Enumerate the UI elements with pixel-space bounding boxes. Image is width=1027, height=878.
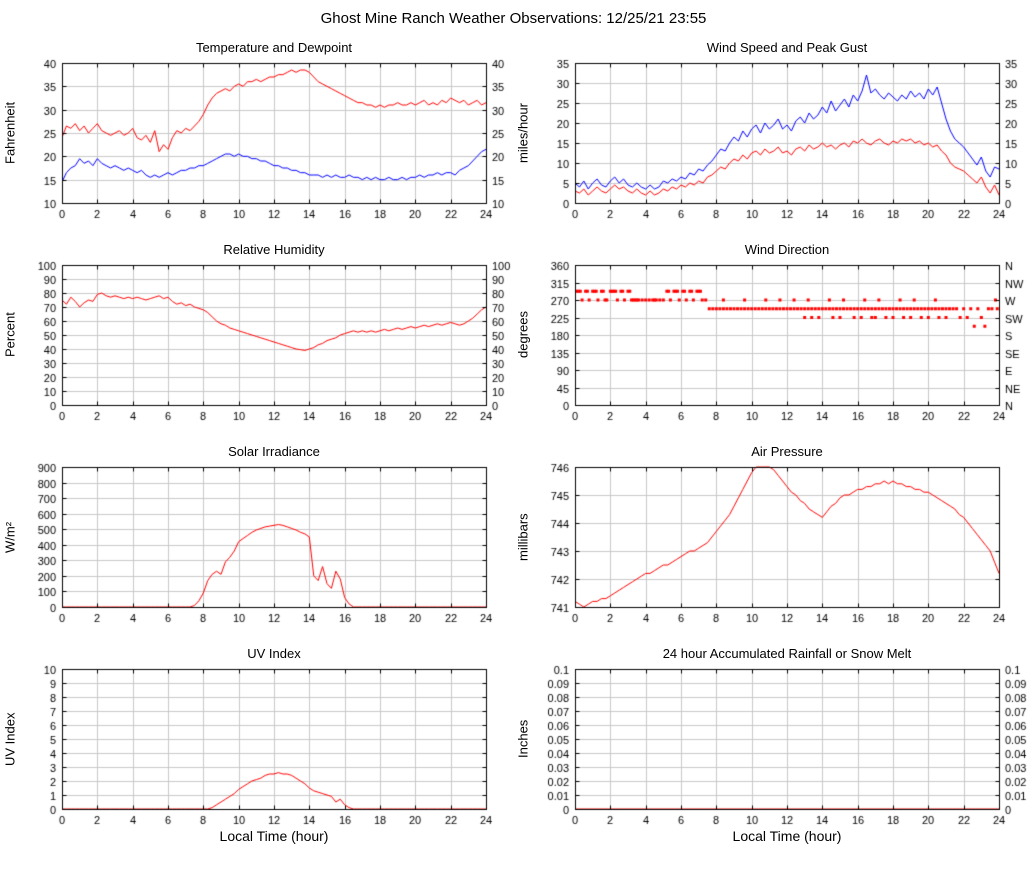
chart-wind-direction: Wind Direction degrees <box>513 240 1027 442</box>
plot-canvas-rainfall <box>513 664 1027 830</box>
charts-grid: Temperature and Dewpoint Fahrenheit Wind… <box>0 38 1027 846</box>
x-axis-label-local-time-left: Local Time (hour) <box>219 828 329 844</box>
y-axis-label-fahrenheit: Fahrenheit <box>2 101 18 165</box>
plot-canvas-uv-index <box>0 664 513 830</box>
chart-wind-speed-gust: Wind Speed and Peak Gust miles/hour <box>513 38 1027 240</box>
plot-canvas-solar-irradiance <box>0 462 513 628</box>
plot-canvas-temperature-dewpoint <box>0 58 513 224</box>
y-axis-label-uv-index: UV Index <box>2 712 18 766</box>
chart-rainfall: 24 hour Accumulated Rainfall or Snow Mel… <box>513 644 1027 846</box>
chart-title-solar-irradiance: Solar Irradiance <box>228 444 320 459</box>
y-axis-label-millibars: millibars <box>515 513 531 561</box>
chart-title-wind-speed-gust: Wind Speed and Peak Gust <box>706 40 868 55</box>
chart-title-wind-direction: Wind Direction <box>744 242 830 257</box>
y-axis-label-watts-per-square-meter: W/m² <box>2 521 18 553</box>
y-axis-label-degrees: degrees <box>515 311 531 359</box>
chart-air-pressure: Air Pressure millibars <box>513 442 1027 644</box>
y-axis-label-percent: Percent <box>2 312 18 358</box>
plot-canvas-relative-humidity <box>0 260 513 426</box>
chart-title-uv-index: UV Index <box>247 646 301 661</box>
chart-solar-irradiance: Solar Irradiance W/m² <box>0 442 513 644</box>
x-axis-label-local-time-right: Local Time (hour) <box>732 828 842 844</box>
plot-canvas-wind-speed-gust <box>513 58 1027 224</box>
chart-uv-index: UV Index UV Index Local Time (hour) <box>0 644 513 846</box>
chart-title-rainfall: 24 hour Accumulated Rainfall or Snow Mel… <box>662 646 912 661</box>
chart-title-air-pressure: Air Pressure <box>751 444 823 459</box>
plot-canvas-air-pressure <box>513 462 1027 628</box>
page-title: Ghost Mine Ranch Weather Observations: 1… <box>320 10 707 27</box>
y-axis-label-miles-per-hour: miles/hour <box>515 103 531 163</box>
y-axis-label-inches: Inches <box>515 719 531 759</box>
chart-title-temperature-dewpoint: Temperature and Dewpoint <box>195 40 353 55</box>
chart-title-relative-humidity: Relative Humidity <box>223 242 325 257</box>
chart-relative-humidity: Relative Humidity Percent <box>0 240 513 442</box>
chart-temperature-dewpoint: Temperature and Dewpoint Fahrenheit <box>0 38 513 240</box>
plot-canvas-wind-direction <box>513 260 1027 426</box>
